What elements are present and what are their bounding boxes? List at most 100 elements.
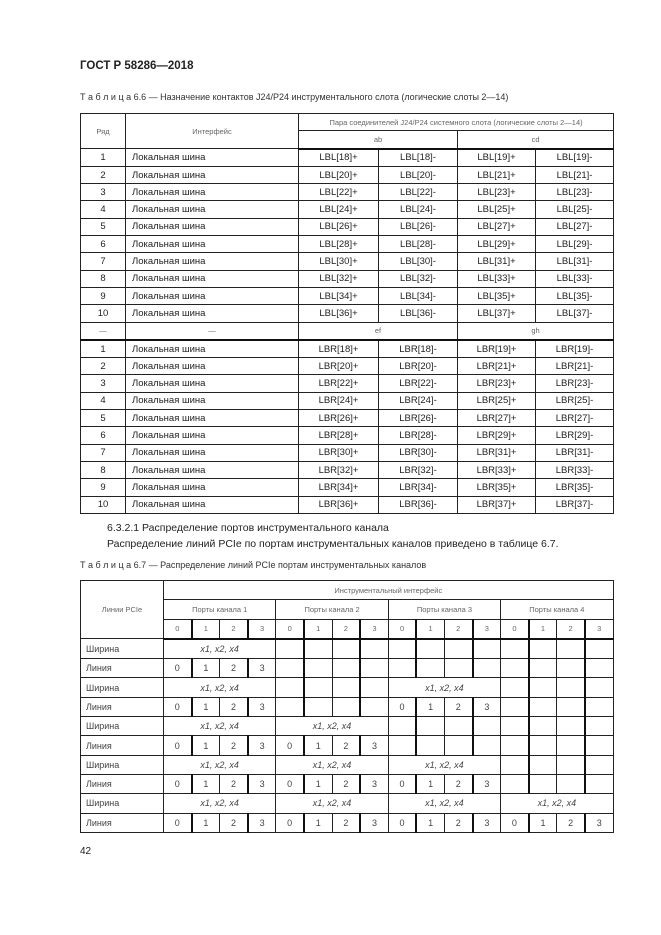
width-value: x1, x2, x4 (275, 793, 389, 814)
signal-cell: LBR[36]+ (298, 495, 379, 514)
line-number: 2 (219, 812, 249, 833)
signal-cell: LBR[34]- (378, 478, 458, 497)
empty-cell (556, 754, 586, 775)
empty-cell (500, 754, 530, 775)
header-row: Ряд Интерфейс Пара соединителей J24/P24 си… (80, 112, 615, 150)
interface-cell: Локальная шина (125, 409, 299, 428)
header-row: ab cd (81, 130, 615, 150)
section-heading: 6.3.2.1 Распределение портов инструмента… (107, 522, 389, 534)
line-number: 0 (500, 812, 530, 833)
signal-cell: LBL[34]- (378, 286, 458, 306)
empty-cell (556, 677, 586, 698)
interface-cell: Локальная шина (125, 200, 299, 219)
empty-cell (583, 677, 614, 698)
column-header-connector-pair: Пара соединителей J24/P24 системного сло… (297, 112, 615, 132)
empty-cell (500, 658, 530, 679)
interface-cell: Локальная шина (125, 443, 299, 462)
width-label: Ширина (80, 638, 164, 660)
width-row: Ширина x1, x2, x4 x1, x2, x4 (80, 677, 614, 698)
interface-cell: — (125, 321, 299, 341)
row-number: 5 (80, 217, 126, 237)
empty-cell (556, 735, 586, 756)
row-number: 3 (80, 183, 126, 202)
document-title: ГОСТ Р 58286—2018 (80, 60, 194, 72)
line-number: 0 (162, 696, 193, 718)
signal-cell: LBL[28]- (378, 235, 458, 254)
row-number: — (80, 321, 126, 341)
empty-cell (527, 754, 558, 775)
signal-cell: LBL[24]+ (298, 200, 379, 219)
signal-cell: LBL[35]- (534, 286, 615, 306)
table-row: 4 Локальная шина LBR[24]+ LBR[24]- LBR[25]+ L… (80, 391, 615, 411)
line-number: 1 (190, 773, 221, 795)
empty-cell (527, 638, 558, 660)
port-number: 2 (219, 618, 249, 640)
signal-cell: LBL[27]+ (457, 217, 536, 237)
line-number: 2 (219, 696, 249, 718)
line-number: 3 (583, 812, 614, 833)
width-value: x1, x2, x4 (162, 754, 277, 775)
table-row: 4 Локальная шина LBL[24]+ LBL[24]- LBL[25]+ L… (80, 200, 615, 219)
line-number: 1 (415, 696, 445, 718)
signal-cell: LBR[24]- (378, 391, 458, 411)
line-number: 3 (471, 812, 502, 833)
signal-cell: LBR[22]- (378, 374, 458, 393)
signal-cell: LBL[19]- (534, 148, 615, 167)
table-row: 7 Локальная шина LBL[30]+ LBL[30]- LBL[31]+ L… (80, 252, 615, 271)
width-value: x1, x2, x4 (275, 754, 389, 775)
empty-cell (387, 658, 417, 679)
row-number: 1 (80, 148, 126, 167)
width-row: Ширина x1, x2, x4 (80, 638, 614, 660)
empty-cell (415, 638, 445, 660)
empty-cell (302, 677, 333, 698)
interface-cell: Локальная шина (125, 286, 299, 306)
width-value: x1, x2, x4 (275, 716, 389, 737)
line-row: Линия 0 1 2 3 0 1 2 3 (80, 735, 614, 756)
empty-cell (275, 658, 305, 679)
empty-cell (359, 696, 389, 718)
empty-cell (583, 696, 614, 718)
empty-cell (471, 638, 502, 660)
empty-cell (500, 773, 530, 795)
signal-cell: LBL[21]- (534, 165, 615, 185)
signal-cell: LBL[18]+ (298, 148, 379, 167)
signal-cell: LBR[29]+ (457, 426, 536, 445)
signal-cell: LBR[32]+ (298, 460, 379, 480)
empty-cell (415, 658, 445, 679)
table-row: 3 Локальная шина LBR[22]+ LBR[22]- LBR[23]+ L… (80, 374, 615, 393)
empty-cell (387, 638, 417, 660)
line-number: 3 (246, 812, 277, 833)
empty-cell (443, 658, 474, 679)
line-number: 1 (415, 812, 445, 833)
signal-cell: LBL[32]+ (298, 269, 379, 288)
line-number: 1 (302, 735, 333, 756)
table-row: 3 Локальная шина LBL[22]+ LBL[22]- LBL[23]+ L… (80, 183, 615, 202)
empty-cell (359, 677, 389, 698)
line-number: 3 (246, 773, 277, 795)
signal-cell: LBL[29]+ (457, 235, 536, 254)
signal-cell: LBL[34]+ (298, 286, 379, 306)
line-number: 0 (162, 812, 193, 833)
line-row: Линия 0 1 2 3 0 1 2 3 (80, 696, 614, 718)
width-value: x1, x2, x4 (162, 677, 277, 698)
empty-cell (471, 735, 502, 756)
empty-cell (471, 716, 502, 737)
group-header: cd (456, 130, 615, 150)
signal-cell: LBL[19]+ (457, 148, 536, 167)
width-value: x1, x2, x4 (387, 754, 502, 775)
table-row: 7 Локальная шина LBR[30]+ LBR[30]- LBR[31]+ L… (80, 443, 615, 462)
line-number: 2 (556, 812, 586, 833)
signal-cell: LBR[28]+ (298, 426, 379, 445)
empty-cell (471, 658, 502, 679)
empty-cell (500, 638, 530, 660)
width-value: x1, x2, x4 (387, 677, 502, 698)
group-header: gh (456, 321, 615, 341)
signal-cell: LBR[35]- (534, 478, 615, 497)
row-number: 4 (80, 200, 126, 219)
signal-cell: LBL[37]+ (457, 304, 536, 323)
signal-cell: LBR[37]+ (457, 495, 536, 514)
row-number: 4 (80, 391, 126, 411)
signal-cell: LBL[25]+ (457, 200, 536, 219)
signal-cell: LBL[26]- (378, 217, 458, 237)
row-number: 7 (80, 252, 126, 271)
